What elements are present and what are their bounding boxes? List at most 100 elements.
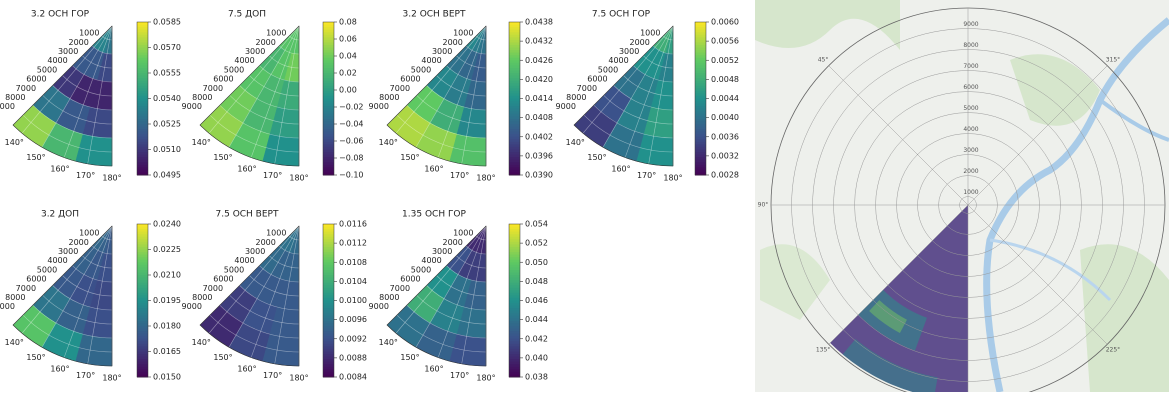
colorbar-tick-label: 0.050 xyxy=(525,258,548,267)
r-tick-label: 9000 xyxy=(0,302,15,311)
r-tick-label: 7000 xyxy=(16,84,36,93)
colorbar-tick-label: 0.042 xyxy=(525,334,548,343)
theta-tick-label: 180° xyxy=(102,174,121,183)
r-tick-label: 8000 xyxy=(192,93,212,102)
r-tick-label: 2000 xyxy=(69,38,89,47)
polar-chart: 100020003000400050006000700080009000140°… xyxy=(0,210,181,383)
r-tick-label: 1000 xyxy=(453,29,473,38)
colorbar-tick-label: 0.0036 xyxy=(711,132,739,141)
r-tick-label: 8000 xyxy=(379,93,399,102)
chart-title: 7.5 ДОП xyxy=(228,10,266,20)
r-tick-label: 5000 xyxy=(37,265,57,274)
r-tick-label: 7000 xyxy=(390,84,410,93)
theta-tick-label: 170° xyxy=(450,371,469,380)
colorbar-tick-label: 0.0056 xyxy=(711,37,739,46)
map-ring-label: 4000 xyxy=(963,126,978,133)
r-tick-label: 4000 xyxy=(47,56,67,65)
colorbar-tick-label: 0.02 xyxy=(339,69,357,78)
r-tick-label: 8000 xyxy=(566,93,586,102)
r-tick-label: 5000 xyxy=(411,65,431,74)
r-tick-label: 4000 xyxy=(421,256,441,265)
r-tick-label: 5000 xyxy=(37,65,57,74)
polar-chart: 100020003000400050006000700080009000140°… xyxy=(369,210,548,383)
colorbar-tick-label: 0.0402 xyxy=(525,132,553,141)
dashboard: 10002000300040005000600070008000900045°9… xyxy=(0,0,1169,392)
map-ring-label: 2000 xyxy=(963,168,978,175)
colorbar-tick-label: 0.0060 xyxy=(711,18,739,27)
r-tick-label: 9000 xyxy=(0,102,15,111)
map-angle-label: 45° xyxy=(818,57,829,64)
colorbar-tick-label: 0.0432 xyxy=(525,37,553,46)
theta-tick-label: 150° xyxy=(26,353,45,362)
polar-chart: 100020003000400050006000700080009000140°… xyxy=(369,10,553,183)
colorbar-tick-label: 0.040 xyxy=(525,353,548,362)
colorbar-tick-label: 0.06 xyxy=(339,35,357,44)
r-tick-label: 8000 xyxy=(5,293,25,302)
r-tick-label: 9000 xyxy=(182,302,202,311)
r-tick-label: 2000 xyxy=(256,38,276,47)
theta-tick-label: 170° xyxy=(263,171,282,180)
theta-tick-label: 140° xyxy=(379,338,398,347)
chart-title: 3.2 ДОП xyxy=(41,210,79,220)
r-tick-label: 3000 xyxy=(619,47,639,56)
theta-tick-label: 180° xyxy=(289,374,308,383)
colorbar-tick-label: 0.08 xyxy=(339,18,357,27)
r-tick-label: 6000 xyxy=(26,75,46,84)
theta-tick-label: 160° xyxy=(237,364,256,373)
colorbar-tick-label: 0.04 xyxy=(339,52,357,61)
map-ring-label: 3000 xyxy=(963,147,978,154)
r-tick-label: 1000 xyxy=(79,29,99,38)
colorbar-tick-label: 0.0096 xyxy=(339,315,367,324)
colorbar-tick-label: 0.0540 xyxy=(153,94,181,103)
r-tick-label: 2000 xyxy=(443,38,463,47)
colorbar-tick-label: 0.0048 xyxy=(711,75,739,84)
theta-tick-label: 180° xyxy=(102,374,121,383)
colorbar-tick-label: 0.0112 xyxy=(339,239,367,248)
chart-title: 1.35 ОСН ГОР xyxy=(402,210,466,220)
colorbar-tick-label: 0.0240 xyxy=(153,220,181,229)
colorbar-tick-label: 0.0555 xyxy=(153,69,181,78)
colorbar-tick-label: 0.0052 xyxy=(711,56,739,65)
r-tick-label: 5000 xyxy=(224,265,244,274)
r-tick-label: 9000 xyxy=(369,302,389,311)
chart-title: 7.5 ОСН ВЕРТ xyxy=(216,210,279,220)
theta-tick-label: 150° xyxy=(587,153,606,162)
theta-tick-label: 140° xyxy=(379,138,398,147)
colorbar-tick-label: 0.0108 xyxy=(339,258,367,267)
map-ring-label: 5000 xyxy=(963,105,978,112)
theta-tick-label: 140° xyxy=(5,338,24,347)
theta-tick-label: 180° xyxy=(476,174,495,183)
colorbar-tick-label: −0.08 xyxy=(339,154,364,163)
colorbar-tick-label: 0.0495 xyxy=(153,171,181,180)
r-tick-label: 4000 xyxy=(234,56,254,65)
theta-tick-label: 160° xyxy=(424,164,443,173)
colorbar-tick-label: 0.038 xyxy=(525,373,548,382)
colorbar-tick-label: 0.0225 xyxy=(153,245,181,254)
theta-tick-label: 170° xyxy=(76,371,95,380)
map-ring-label: 8000 xyxy=(963,42,978,49)
r-tick-label: 8000 xyxy=(379,293,399,302)
colorbar-tick-label: 0.054 xyxy=(525,220,548,229)
colorbar-tick-label: 0.0525 xyxy=(153,120,181,129)
theta-tick-label: 170° xyxy=(450,171,469,180)
theta-tick-label: 160° xyxy=(50,364,69,373)
r-tick-label: 9000 xyxy=(556,102,576,111)
polar-chart: 100020003000400050006000700080009000140°… xyxy=(182,10,364,183)
r-tick-label: 1000 xyxy=(266,29,286,38)
colorbar-tick-label: 0.0116 xyxy=(339,220,367,229)
r-tick-label: 1000 xyxy=(79,229,99,238)
polar-chart: 100020003000400050006000700080009000140°… xyxy=(556,10,739,183)
colorbar-tick-label: 0.0390 xyxy=(525,171,553,180)
r-tick-label: 3000 xyxy=(58,247,78,256)
r-tick-label: 3000 xyxy=(245,247,265,256)
colorbar-tick-label: 0.046 xyxy=(525,296,548,305)
colorbar-tick-label: −0.06 xyxy=(339,137,364,146)
r-tick-label: 5000 xyxy=(411,265,431,274)
map-ring-label: 6000 xyxy=(963,84,978,91)
r-tick-label: 6000 xyxy=(213,275,233,284)
theta-tick-label: 180° xyxy=(663,174,682,183)
r-tick-label: 2000 xyxy=(69,238,89,247)
map-ring-label: 9000 xyxy=(963,21,978,28)
r-tick-label: 3000 xyxy=(432,247,452,256)
map-angle-label: 135° xyxy=(816,346,830,353)
